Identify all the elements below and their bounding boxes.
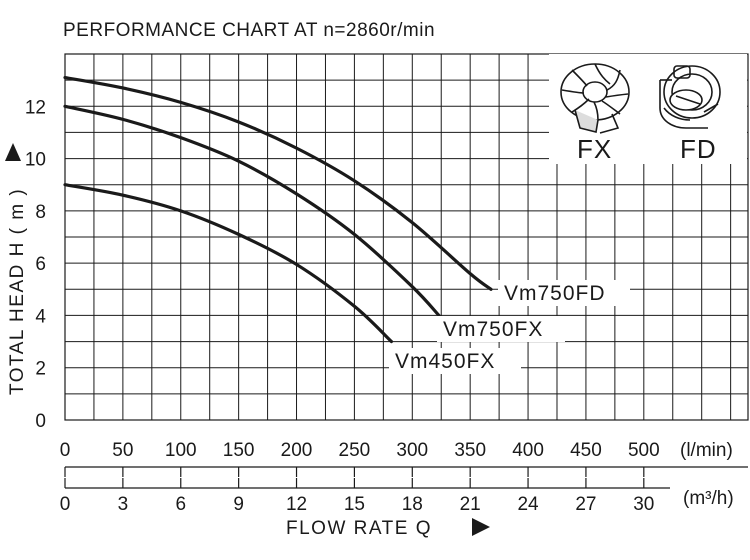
x-tick-label-m3h: 9: [233, 494, 244, 515]
x-tick-label-m3h: 3: [118, 494, 129, 515]
x-axis-title: FLOW RATE Q: [286, 518, 432, 539]
y-tick-label: 10: [25, 150, 46, 171]
series-labels: Vm750FD Vm750FX Vm450FX: [389, 280, 630, 374]
x-tick-label-lmin: 50: [112, 440, 133, 461]
series-line-0: [63, 75, 493, 291]
x-axis-title-group: FLOW RATE Q: [286, 518, 490, 539]
chart-title: PERFORMANCE CHART AT n=2860r/min: [63, 20, 435, 41]
x-tick-label-m3h: 18: [402, 494, 423, 515]
x-tick-label-m3h: 0: [60, 494, 71, 515]
x-tick-label-lmin: 150: [223, 440, 255, 461]
series-label-background: [437, 316, 565, 342]
y-tick-label: 8: [35, 202, 46, 223]
y-tick-label: 0: [35, 411, 46, 432]
curves: [63, 75, 493, 344]
fd-label: FD: [680, 134, 717, 164]
x-tick-label-m3h: 15: [344, 494, 365, 515]
x-tick-label-m3h: 12: [286, 494, 307, 515]
x-tick-label-lmin: 100: [165, 440, 197, 461]
y-axis-title: TOTAL HEAD H ( m ): [7, 188, 28, 395]
y-tick-label: 12: [25, 97, 46, 118]
series-label-0: Vm750FD: [504, 282, 606, 305]
series-label-2: Vm450FX: [395, 350, 495, 373]
series-label-background: [389, 348, 521, 374]
series-line-1: [63, 104, 441, 318]
x-tick-label-lmin: 0: [60, 440, 71, 461]
x-axis-m3h: 0 3 6 9 12 15 18 21 24 27 30 (m³/h): [60, 478, 734, 515]
impeller-inset: FX FD: [549, 54, 747, 164]
x-unit-m3h: (m³/h): [683, 488, 734, 509]
series-label-background: [498, 280, 630, 306]
x-tick-label-lmin: 200: [281, 440, 313, 461]
plot-frame: [64, 53, 749, 421]
x-tick-label-m3h: 6: [175, 494, 186, 515]
x-axis-lmin: 0 50 100 150 200 250 300 350 400 450 500 (l/min): [60, 440, 748, 477]
x-tick-label-m3h: 24: [517, 494, 539, 515]
y-axis: 0 2 4 6 8 10 12: [25, 97, 47, 432]
y-tick-label: 2: [35, 359, 46, 380]
x-tick-label-lmin: 350: [454, 440, 486, 461]
x-tick-label-m3h: 27: [575, 494, 596, 515]
x-tick-label-lmin: 450: [570, 440, 602, 461]
x-unit-lmin: (l/min): [680, 440, 733, 461]
x-tick-label-lmin: 250: [339, 440, 371, 461]
fd-impeller-icon: [659, 65, 721, 129]
y-axis-title-group: TOTAL HEAD H ( m ): [5, 143, 28, 395]
x-tick-label-m3h: 21: [460, 494, 481, 515]
series-label-1: Vm750FX: [443, 318, 543, 341]
series-line-2: [63, 183, 394, 344]
x-tick-label-lmin: 400: [512, 440, 544, 461]
y-axis-arrow-icon: [5, 143, 21, 161]
fx-impeller-icon: [560, 63, 630, 134]
x-tick-label-lmin: 500: [628, 440, 660, 461]
fx-label: FX: [577, 134, 612, 164]
y-tick-label: 6: [35, 254, 46, 275]
y-tick-label: 4: [35, 306, 46, 327]
x-tick-label-lmin: 300: [396, 440, 428, 461]
x-tick-label-m3h: 30: [633, 494, 654, 515]
x-axis-arrow-icon: [472, 518, 490, 536]
